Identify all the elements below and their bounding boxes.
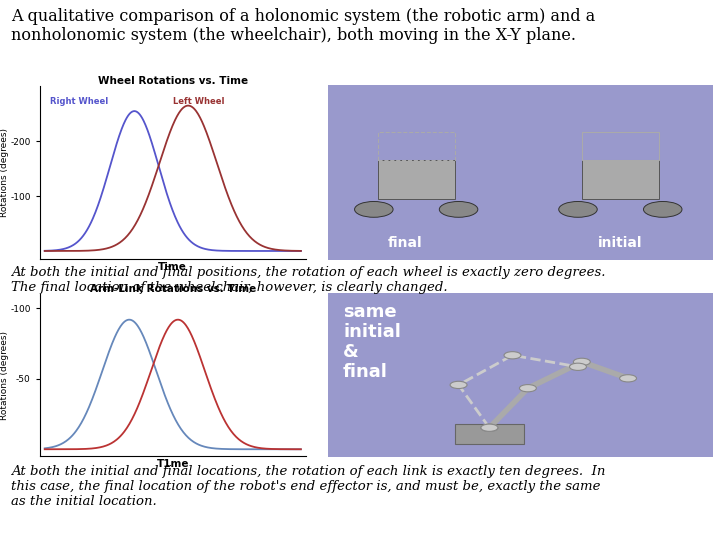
Circle shape <box>519 384 536 392</box>
Bar <box>455 424 524 444</box>
Bar <box>582 132 659 160</box>
Ellipse shape <box>644 201 682 217</box>
Circle shape <box>570 363 587 370</box>
Circle shape <box>620 375 636 382</box>
Ellipse shape <box>559 201 598 217</box>
Title: Wheel Rotations vs. Time: Wheel Rotations vs. Time <box>98 76 248 86</box>
Circle shape <box>481 424 498 431</box>
X-axis label: Time: Time <box>158 262 187 272</box>
Circle shape <box>504 352 521 359</box>
Ellipse shape <box>354 201 393 217</box>
X-axis label: T1me: T1me <box>156 459 189 469</box>
Ellipse shape <box>439 201 478 217</box>
Circle shape <box>481 424 498 431</box>
FancyBboxPatch shape <box>378 160 455 199</box>
Title: Arm-Link Rotations vs. Time: Arm-Link Rotations vs. Time <box>90 284 256 294</box>
Text: Left Wheel: Left Wheel <box>173 97 225 106</box>
Text: nonholonomic system (the wheelchair), both moving in the X-Y plane.: nonholonomic system (the wheelchair), bo… <box>11 27 576 44</box>
FancyBboxPatch shape <box>582 160 659 199</box>
Bar <box>378 132 455 160</box>
Text: At both the initial and final locations, the rotation of each link is exactly te: At both the initial and final locations,… <box>11 465 606 509</box>
Text: final: final <box>387 236 422 249</box>
Text: A qualitative comparison of a holonomic system (the robotic arm) and a: A qualitative comparison of a holonomic … <box>11 8 595 25</box>
Y-axis label: Rotations (degrees): Rotations (degrees) <box>0 331 9 420</box>
Text: initial: initial <box>598 236 643 249</box>
Circle shape <box>573 358 590 366</box>
Y-axis label: Rotations (degrees): Rotations (degrees) <box>0 129 9 217</box>
Text: At both the initial and final positions, the rotation of each wheel is exactly z: At both the initial and final positions,… <box>11 266 606 294</box>
Text: same
initial
&
final: same initial & final <box>343 302 401 381</box>
Text: Right Wheel: Right Wheel <box>50 97 109 106</box>
Circle shape <box>450 381 467 389</box>
